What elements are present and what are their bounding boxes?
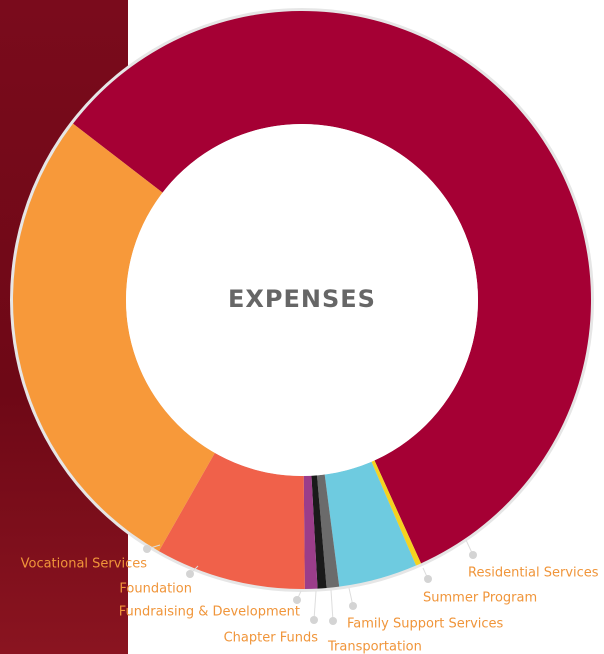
leader-dot <box>310 616 318 624</box>
donut-segment <box>303 475 318 589</box>
leader-dot <box>469 551 477 559</box>
donut-segment <box>73 10 591 564</box>
segment-label: Chapter Funds <box>224 631 319 646</box>
leader-dot <box>293 596 301 604</box>
chart-title: EXPENSES <box>228 285 376 313</box>
donut <box>12 10 591 589</box>
leader-dot <box>186 570 194 578</box>
leader-line <box>313 590 317 621</box>
segment-label: Fundraising & Development <box>119 605 300 620</box>
leader-dot <box>424 575 432 583</box>
donut-segment <box>311 475 327 589</box>
segment-label: Summer Program <box>423 591 537 606</box>
donut-segment <box>12 123 215 552</box>
leader-dot <box>143 545 151 553</box>
segment-label: Transportation <box>327 640 422 654</box>
donut-segment <box>158 452 305 589</box>
segment-label: Family Support Services <box>347 617 504 632</box>
leader-line <box>330 589 334 622</box>
donut-segment <box>324 461 417 587</box>
segment-label: Residential Services <box>468 566 599 581</box>
leader-dot <box>329 617 337 625</box>
segment-label: Vocational Services <box>21 557 148 572</box>
donut-segment <box>371 460 422 566</box>
donut-segment <box>316 474 340 588</box>
segment-label: Foundation <box>119 582 192 597</box>
donut-hole <box>126 124 478 476</box>
leader-dot <box>349 602 357 610</box>
